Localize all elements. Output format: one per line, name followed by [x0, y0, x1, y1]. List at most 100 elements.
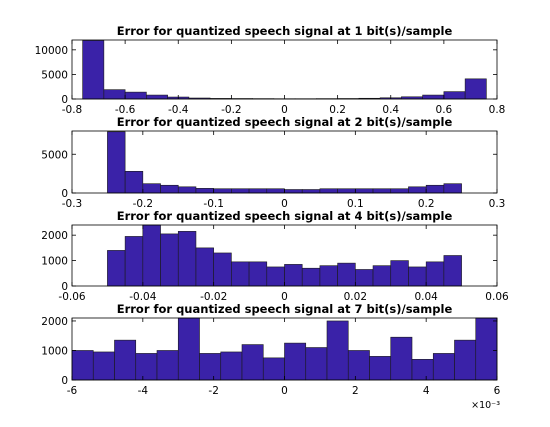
histogram-bar [213, 252, 232, 287]
histogram-bar [355, 269, 374, 287]
y-tick-label: 10000 [35, 45, 68, 57]
x-tick-label: 0.8 [489, 104, 506, 116]
x-tick-label: 0.6 [436, 104, 453, 116]
histogram-bar [248, 188, 268, 194]
x-tick-label: 0.1 [347, 198, 364, 210]
y-tick-label: 1000 [41, 256, 68, 268]
histogram-bar [266, 266, 285, 287]
histogram-bar [425, 184, 445, 194]
histogram-bar [301, 267, 321, 287]
x-tick-label: -0.06 [58, 291, 85, 303]
histogram-bar [326, 320, 349, 381]
y-tick-label: 0 [61, 281, 68, 293]
histogram-bar [284, 342, 307, 381]
histogram-bar [199, 353, 222, 381]
histogram-bar [284, 189, 303, 194]
x-tick-label: -0.04 [129, 291, 156, 303]
x-tick-label: -0.8 [62, 104, 83, 116]
y-tick-label: 0 [61, 94, 68, 106]
histogram-bar [160, 184, 179, 194]
x-tick-label: 6 [494, 385, 501, 397]
y-tick-label: 0 [61, 188, 68, 200]
histogram-bar [71, 350, 94, 381]
histogram-bar [156, 350, 179, 381]
histogram-bar [124, 171, 144, 194]
histogram-bar [454, 339, 477, 381]
histogram-bar [369, 356, 392, 381]
histogram-bar [390, 260, 409, 287]
x-tick-label: -0.02 [200, 291, 227, 303]
x-tick-label: 0 [281, 104, 288, 116]
x-tick-label: -2 [208, 385, 218, 397]
x-tick-label: 0.02 [344, 291, 367, 303]
x-scale-label: ×10⁻³ [471, 400, 500, 411]
histogram-bar [146, 94, 168, 100]
histogram-bar [408, 186, 427, 194]
histogram-bar [319, 265, 338, 287]
y-tick-label: 2000 [41, 316, 68, 328]
x-tick-label: -0.4 [168, 104, 189, 116]
plot-area [72, 40, 497, 99]
x-tick-label: 0 [281, 385, 288, 397]
histogram-bar [422, 94, 445, 100]
histogram-bar [177, 186, 197, 194]
histogram-bar [266, 188, 285, 194]
y-tick-label: 1000 [41, 345, 68, 357]
histogram-bar [443, 255, 462, 287]
histogram-bar [142, 183, 161, 194]
histogram-bar [241, 344, 264, 381]
histogram-bar [135, 353, 158, 381]
histogram-bar [337, 262, 356, 287]
x-tick-label: 0.04 [414, 291, 438, 303]
x-tick-label: -4 [138, 385, 149, 397]
histogram-bar [124, 236, 144, 287]
histogram-bar [195, 247, 214, 287]
x-tick-label: 4 [423, 385, 430, 397]
x-tick-label: 0.2 [329, 104, 346, 116]
histogram-bar [319, 188, 338, 194]
histogram-bar [301, 189, 321, 194]
histogram-bar [390, 336, 413, 381]
histogram-bar [142, 224, 161, 287]
histogram-bar [262, 357, 285, 381]
y-tick-label: 0 [61, 375, 68, 387]
histogram-bar [337, 188, 356, 194]
y-tick-label: 2000 [41, 230, 68, 242]
histogram-bar [82, 40, 105, 100]
x-tick-label: -0.1 [203, 198, 224, 210]
chart-title: Error for quantized speech signal at 2 b… [117, 115, 453, 129]
histogram-bar [284, 264, 303, 287]
histogram-bar [107, 131, 126, 194]
x-tick-label: 0.3 [489, 198, 506, 210]
x-tick-label: 0.4 [382, 104, 399, 116]
y-tick-label: 5000 [41, 69, 68, 81]
histogram-bar [160, 233, 179, 287]
histogram-bar [372, 188, 392, 194]
x-tick-label: -0.3 [62, 198, 83, 210]
histogram-bar [177, 231, 197, 287]
y-tick-label: 5000 [41, 149, 68, 161]
histogram-bar [248, 261, 268, 287]
histogram-bar [408, 266, 427, 287]
chart-title: Error for quantized speech signal at 1 b… [117, 24, 453, 38]
histogram-bar [425, 261, 445, 287]
histogram-bar [443, 183, 462, 194]
chart-title: Error for quantized speech signal at 7 b… [117, 302, 453, 316]
histogram-bar [411, 359, 434, 381]
x-tick-label: 2 [352, 385, 359, 397]
histogram-bar [443, 91, 466, 100]
chart-title: Error for quantized speech signal at 4 b… [117, 209, 453, 223]
histogram-bar [220, 351, 243, 381]
histogram-bar [372, 265, 392, 287]
histogram-panel-3: -0.06 -0.04 -0.02 0 0.02 0.04 0.06 0 1000 2000 Err… [41, 209, 509, 303]
x-tick-label: -6 [67, 385, 78, 397]
histogram-bar [195, 188, 214, 194]
x-tick-label: 0 [281, 291, 288, 303]
histogram-bar [475, 317, 498, 381]
histogram-bar [347, 350, 370, 381]
x-tick-label: 0.06 [485, 291, 509, 303]
histogram-bar [355, 188, 374, 194]
histogram-panel-2: -0.3 -0.2 -0.1 0 0.1 0.2 0.3 0 5000 Error for qua… [41, 115, 505, 210]
x-tick-label: 0 [281, 198, 288, 210]
